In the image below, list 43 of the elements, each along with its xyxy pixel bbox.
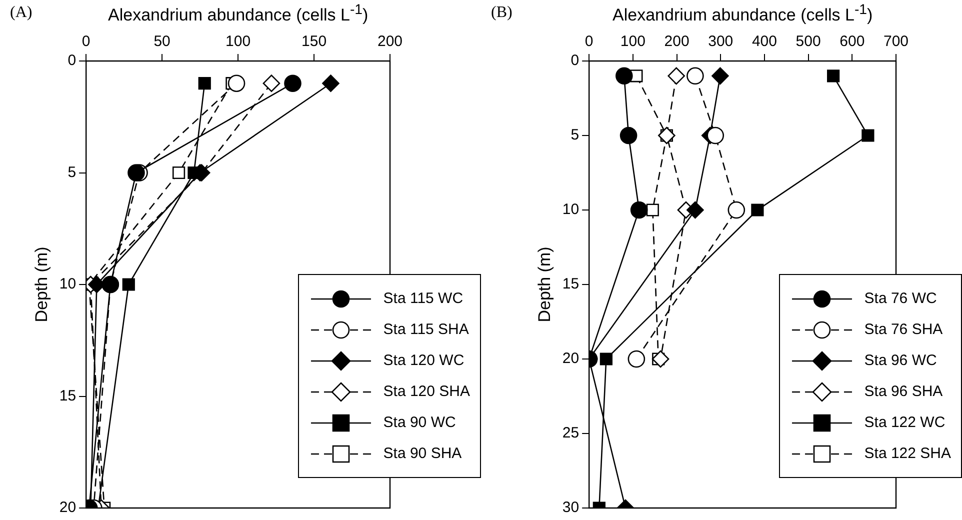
y-tick-label: 5 [570, 126, 580, 144]
x-axis-title: Alexandrium abundance (cells L$^{-1}$) [108, 2, 368, 26]
x-tick-label: 150 [302, 33, 327, 50]
legend-label: Sta 90 WC [383, 414, 456, 431]
x-tick-label: 50 [154, 33, 170, 50]
y-tick-label: 20 [59, 499, 76, 516]
x-tick-label: 0 [82, 33, 90, 50]
x-axis-title: Alexandrium abundance (cells L$^{-1}$) [612, 2, 873, 26]
y-tick-label: 15 [59, 387, 76, 404]
x-tick-label: 0 [584, 33, 594, 50]
x-tick-label: 300 [708, 33, 734, 50]
x-tick-label: 100 [620, 33, 646, 50]
legend-label: Sta 90 SHA [383, 445, 462, 462]
legend-label: Sta 96 SHA [864, 383, 943, 400]
y-tick-label: 0 [570, 52, 580, 70]
x-tick-label: 200 [377, 33, 403, 50]
legend-label: Sta 115 SHA [383, 321, 469, 338]
x-tick-label: 600 [840, 33, 865, 50]
legend-label: Sta 115 WC [383, 290, 464, 307]
y-tick-label: 30 [562, 499, 580, 516]
legend-label: Sta 122 WC [864, 414, 946, 431]
y-tick-label: 0 [68, 52, 76, 70]
y-tick-label: 10 [562, 201, 580, 218]
legend-label: Sta 76 SHA [864, 321, 943, 338]
x-tick-label: 500 [796, 33, 821, 50]
y-tick-label: 15 [562, 276, 580, 293]
y-tick-label: 20 [562, 350, 580, 368]
legend-label: Sta 120 WC [383, 352, 464, 369]
chart-title: (B) [491, 4, 512, 22]
y-axis-title: Depth (m) [32, 246, 51, 322]
y-tick-label: 10 [59, 276, 76, 293]
legend-label: Sta 96 WC [864, 352, 937, 369]
legend-label: Sta 76 WC [864, 290, 937, 307]
x-tick-label: 400 [752, 33, 777, 50]
y-tick-label: 25 [562, 424, 580, 442]
legend-label: Sta 122 SHA [864, 445, 951, 462]
y-axis-title: Depth (m) [534, 246, 554, 322]
x-tick-label: 100 [226, 33, 251, 50]
chart-title: (A) [10, 4, 32, 22]
legend-label: Sta 120 SHA [383, 383, 470, 400]
x-tick-label: 200 [664, 33, 690, 50]
x-tick-label: 700 [883, 33, 909, 50]
y-tick-label: 5 [68, 164, 76, 181]
